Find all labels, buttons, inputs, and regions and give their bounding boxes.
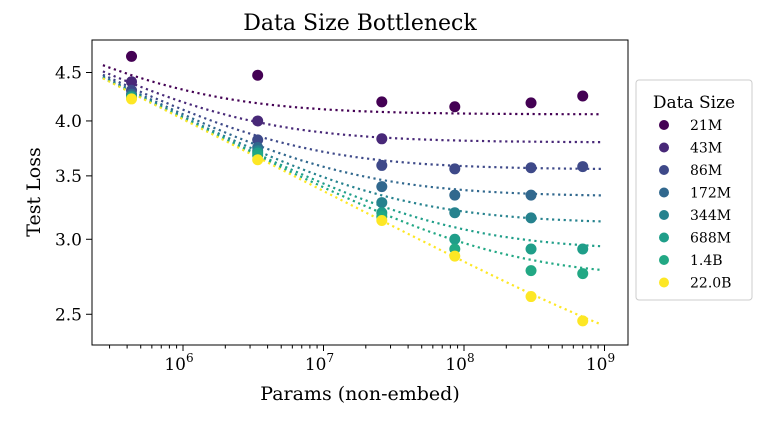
point-86M [376, 159, 388, 171]
point-172M [525, 189, 537, 201]
legend-label: 43M [690, 141, 722, 157]
point-22.0B [126, 93, 138, 105]
point-172M [449, 189, 461, 201]
legend-label: 22.0B [690, 276, 731, 292]
legend-marker-43M [659, 142, 669, 153]
fit-line-172M [102, 75, 602, 197]
legend-label: 1.4B [690, 253, 723, 269]
point-688M [525, 243, 537, 255]
y-tick-label: 4.5 [55, 64, 82, 84]
y-axis: 2.5 3.0 3.5 4.0 4.5 [55, 64, 92, 325]
point-688M [577, 243, 589, 255]
legend-label: 21M [690, 118, 722, 134]
point-21M [126, 50, 138, 62]
point-344M [376, 197, 388, 209]
legend-frame [635, 79, 753, 301]
point-22.0B [376, 215, 388, 227]
point-344M [449, 207, 461, 219]
x-axis-label: Params (non-embed) [260, 383, 459, 405]
legend-marker-22.0B [659, 277, 669, 288]
legend-marker-86M [659, 165, 669, 175]
fit-line-43M [102, 70, 602, 144]
legend-title: Data Size [653, 93, 735, 113]
fit-line-22.0B [102, 77, 603, 326]
legend-marker-688M [659, 232, 669, 243]
point-1.4B [577, 268, 589, 280]
legend-marker-172M [659, 187, 669, 198]
point-344M [525, 212, 537, 224]
y-axis-label: Test Loss [23, 147, 45, 236]
point-86M [525, 162, 537, 174]
x-axis: 106 107 108 109 [109, 345, 615, 375]
y-tick-label: 2.5 [55, 305, 82, 325]
point-21M [449, 101, 461, 113]
point-22.0B [252, 154, 264, 166]
point-172M [376, 181, 388, 193]
x-tick-label: 109 [586, 351, 615, 375]
point-22.0B [525, 291, 537, 303]
point-22.0B [449, 250, 461, 262]
point-86M [577, 161, 589, 173]
x-tick-label: 108 [445, 351, 474, 375]
point-1.4B [525, 265, 537, 277]
legend: Data Size 21M 43M 86M 172M 344M 688M 1.4B 22.0B [635, 79, 753, 301]
fit-line-86M [102, 73, 602, 170]
legend-marker-21M [659, 120, 669, 130]
legend-label: 688M [690, 231, 731, 247]
point-688M [449, 233, 461, 245]
data-points [126, 50, 589, 327]
point-43M [126, 76, 138, 88]
point-43M [252, 115, 264, 127]
point-21M [376, 96, 388, 108]
legend-label: 86M [690, 163, 722, 179]
y-tick-label: 4.0 [55, 112, 82, 132]
point-43M [376, 133, 388, 145]
point-86M [252, 134, 264, 146]
point-22.0B [577, 315, 589, 327]
fit-lines [102, 64, 603, 326]
x-tick-label: 107 [305, 351, 334, 375]
point-21M [252, 69, 264, 81]
fit-line-344M [102, 76, 602, 223]
y-tick-label: 3.0 [55, 230, 82, 250]
plot-area-frame [91, 39, 629, 346]
point-21M [577, 90, 589, 102]
point-21M [525, 97, 537, 109]
y-tick-label: 3.5 [55, 167, 82, 187]
legend-label: 344M [690, 208, 731, 224]
legend-label: 172M [690, 186, 731, 202]
legend-marker-1.4B [659, 255, 669, 265]
legend-marker-344M [659, 210, 669, 220]
point-86M [449, 163, 461, 175]
x-tick-label: 106 [164, 351, 193, 375]
chart-title: Data Size Bottleneck [243, 11, 477, 36]
